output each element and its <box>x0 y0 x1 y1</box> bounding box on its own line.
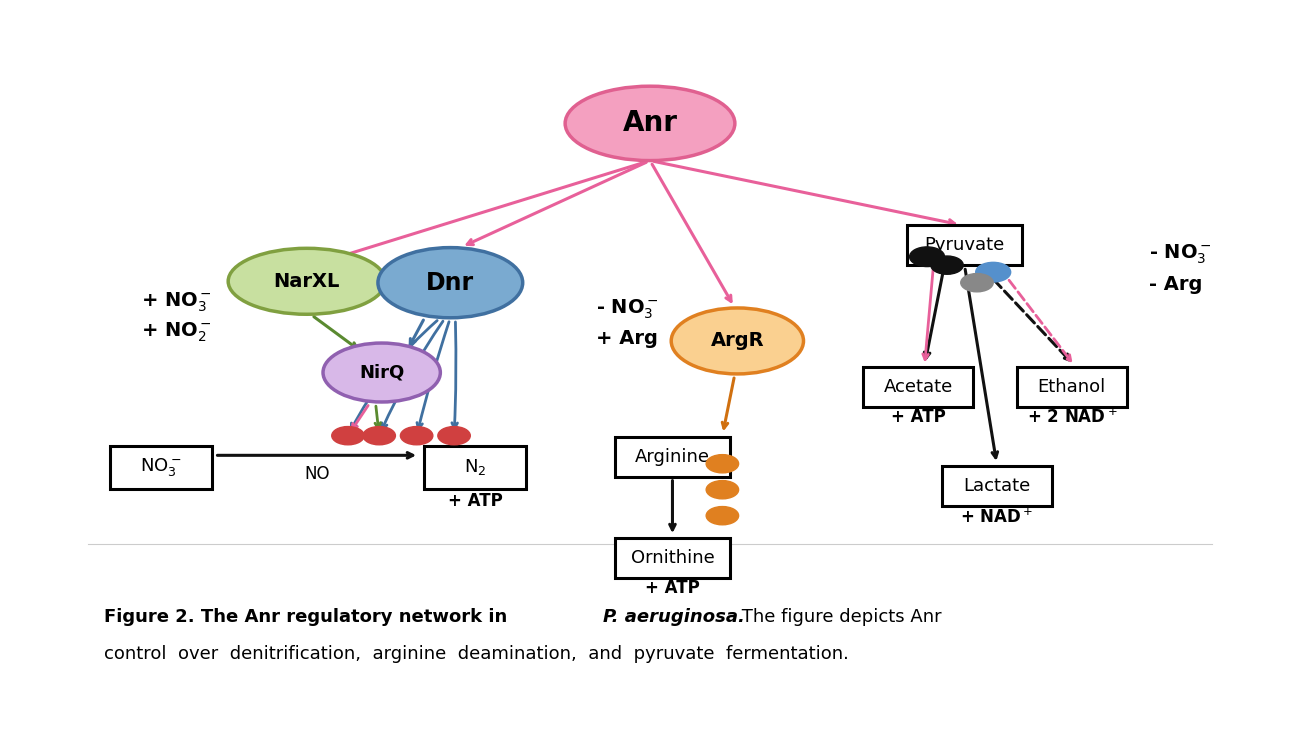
Ellipse shape <box>322 343 441 402</box>
Circle shape <box>438 427 471 444</box>
Text: - Arg: - Arg <box>1149 275 1202 294</box>
Text: + NAD$^+$: + NAD$^+$ <box>961 507 1034 526</box>
Ellipse shape <box>671 308 803 374</box>
Circle shape <box>910 247 945 267</box>
Text: Lactate: Lactate <box>963 477 1031 495</box>
Text: NarXL: NarXL <box>273 272 341 291</box>
Ellipse shape <box>566 86 734 161</box>
Circle shape <box>976 262 1010 282</box>
Text: + 2 NAD$^+$: + 2 NAD$^+$ <box>1027 408 1117 427</box>
Text: control  over  denitrification,  arginine  deamination,  and  pyruvate  fermenta: control over denitrification, arginine d… <box>104 645 849 663</box>
FancyBboxPatch shape <box>615 436 729 477</box>
Text: Dnr: Dnr <box>426 270 474 295</box>
Text: + Arg: + Arg <box>597 330 658 349</box>
Text: Arginine: Arginine <box>634 447 710 466</box>
FancyBboxPatch shape <box>863 366 974 406</box>
Text: + NO$_3^-$: + NO$_3^-$ <box>140 291 212 314</box>
Text: Pyruvate: Pyruvate <box>924 236 1005 254</box>
FancyBboxPatch shape <box>907 225 1022 265</box>
Text: ArgR: ArgR <box>711 331 764 350</box>
Text: NO: NO <box>304 465 329 483</box>
Text: + ATP: + ATP <box>891 408 945 425</box>
Text: The figure depicts Anr: The figure depicts Anr <box>736 608 941 626</box>
Text: - NO$_3^-$: - NO$_3^-$ <box>597 298 659 321</box>
Text: - NO$_3^-$: - NO$_3^-$ <box>1149 243 1212 266</box>
Text: Ethanol: Ethanol <box>1037 377 1106 395</box>
FancyBboxPatch shape <box>109 445 212 489</box>
FancyBboxPatch shape <box>942 466 1052 506</box>
FancyBboxPatch shape <box>424 445 526 489</box>
Text: NO$_3^-$: NO$_3^-$ <box>140 456 182 478</box>
FancyBboxPatch shape <box>615 539 729 578</box>
Circle shape <box>706 455 738 473</box>
Text: N$_2$: N$_2$ <box>464 458 486 477</box>
Text: Ornithine: Ornithine <box>630 550 714 567</box>
Circle shape <box>706 480 738 499</box>
Text: + ATP: + ATP <box>448 492 503 510</box>
Circle shape <box>400 427 433 444</box>
Text: Figure 2. The Anr regulatory network in: Figure 2. The Anr regulatory network in <box>104 608 514 626</box>
Text: NirQ: NirQ <box>359 363 404 382</box>
Text: + ATP: + ATP <box>645 579 699 596</box>
Text: Acetate: Acetate <box>884 377 953 395</box>
Circle shape <box>706 507 738 525</box>
Ellipse shape <box>378 248 523 318</box>
Circle shape <box>332 427 364 444</box>
Ellipse shape <box>229 249 385 314</box>
Circle shape <box>363 427 395 444</box>
Circle shape <box>931 256 963 274</box>
Circle shape <box>961 273 993 292</box>
Text: Anr: Anr <box>623 110 677 137</box>
Text: P. aeruginosa.: P. aeruginosa. <box>603 608 745 626</box>
FancyBboxPatch shape <box>1017 366 1127 406</box>
Text: + NO$_2^-$: + NO$_2^-$ <box>140 320 212 344</box>
